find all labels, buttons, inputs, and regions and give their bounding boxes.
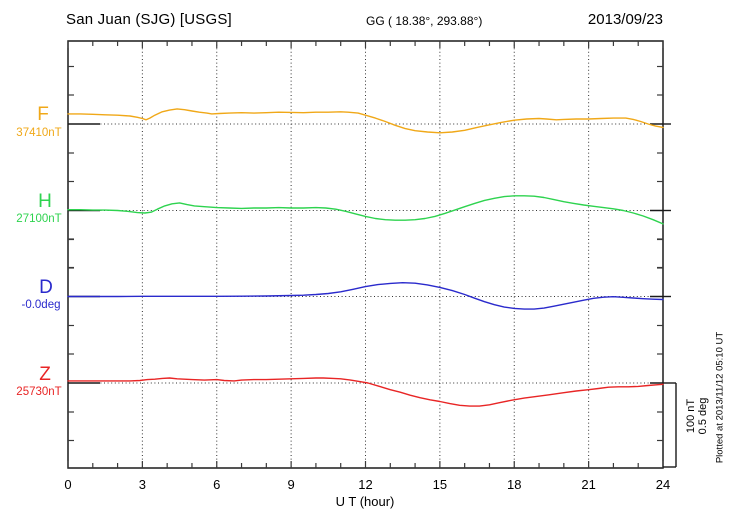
trace-baseline-z: 25730nT bbox=[16, 386, 62, 398]
scale-bar-nt: 100 nT bbox=[685, 398, 697, 434]
trace-label-d: D bbox=[39, 277, 53, 298]
x-tick-label: 24 bbox=[655, 477, 671, 492]
trace-label-z: Z bbox=[39, 364, 51, 385]
x-tick-label: 15 bbox=[432, 477, 448, 492]
trace-Z bbox=[67, 377, 664, 407]
x-tick-label: 12 bbox=[358, 477, 373, 492]
x-tick-label: 21 bbox=[581, 477, 596, 492]
x-tick-label: 3 bbox=[138, 477, 146, 492]
plot-frame bbox=[67, 40, 664, 469]
scale-bar-label: 100 nT 0.5 deg bbox=[685, 361, 709, 471]
trace-baseline-f: 37410nT bbox=[16, 127, 62, 139]
trace-label-h: H bbox=[38, 191, 52, 212]
trace-label-f: F bbox=[37, 104, 49, 125]
x-tick-label: 18 bbox=[507, 477, 522, 492]
x-tick-label: 0 bbox=[64, 477, 72, 492]
station-title: San Juan (SJG) [USGS] bbox=[66, 11, 232, 28]
trace-F bbox=[67, 108, 664, 134]
trace-baseline-d: -0.0deg bbox=[21, 299, 61, 311]
x-tick-label: 6 bbox=[213, 477, 221, 492]
plotted-at-note: Plotted at 2013/11/12 05:10 UT bbox=[714, 331, 726, 464]
plot-date: 2013/09/23 bbox=[587, 11, 663, 28]
x-axis-label: U T (hour) bbox=[335, 494, 395, 509]
trace-D bbox=[67, 282, 664, 310]
geographic-coordinates: GG ( 18.38°, 293.88°) bbox=[366, 14, 483, 28]
x-tick-label: 9 bbox=[287, 477, 295, 492]
trace-H bbox=[67, 195, 664, 225]
scale-bar-deg: 0.5 deg bbox=[697, 397, 709, 435]
trace-baseline-h: 27100nT bbox=[16, 213, 62, 225]
